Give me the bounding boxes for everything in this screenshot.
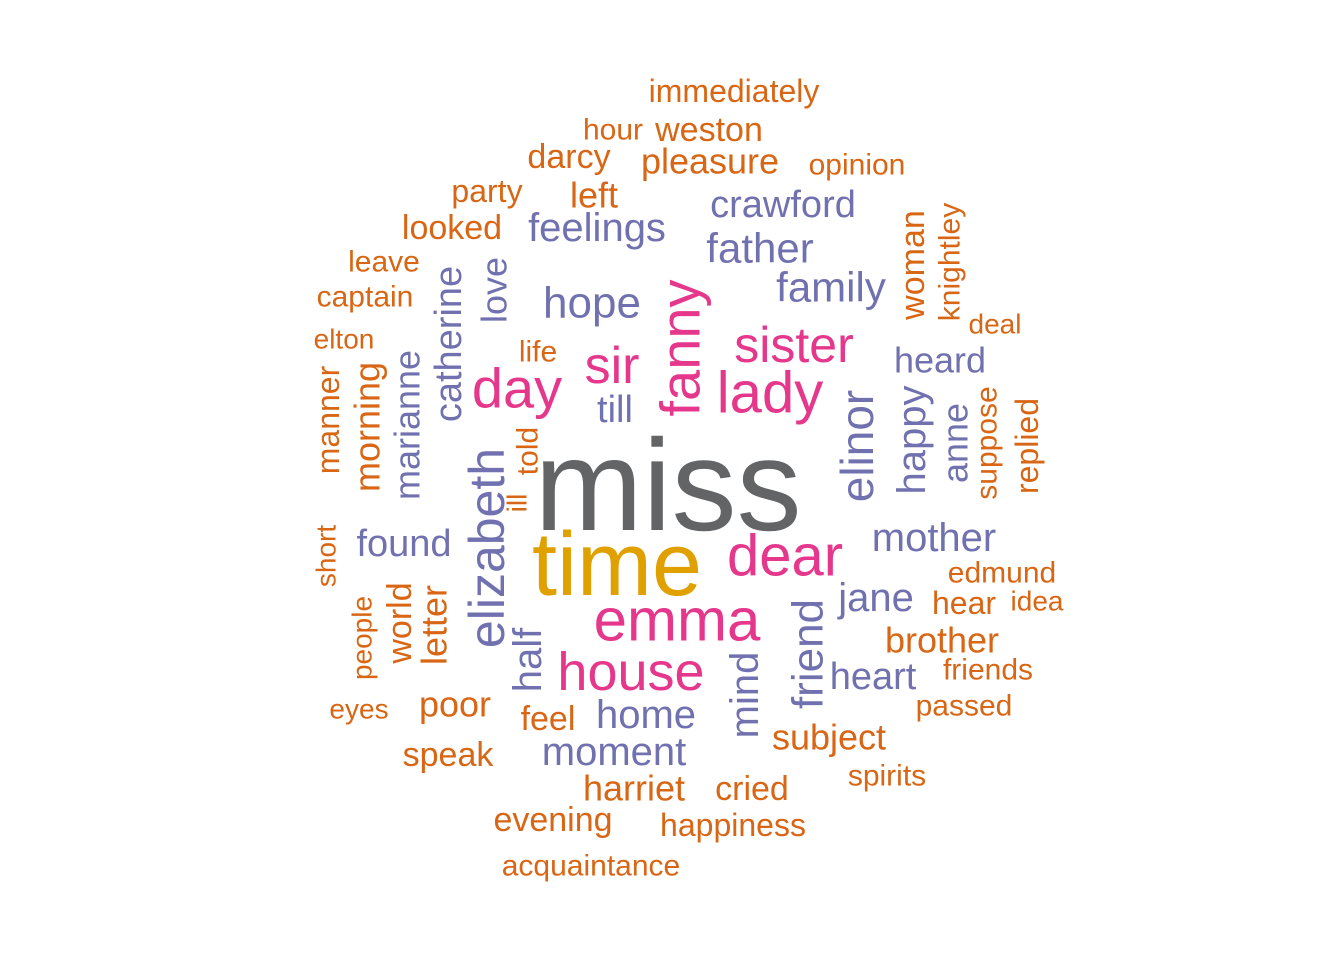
word-fanny: fanny: [649, 280, 712, 417]
word-passed: passed: [916, 690, 1013, 723]
word-love: love: [474, 257, 515, 323]
word-ill: ill: [502, 494, 533, 513]
word-marianne: marianne: [387, 350, 428, 500]
word-spirits: spirits: [848, 760, 926, 793]
word-world: world: [381, 582, 419, 664]
word-manner: manner: [310, 365, 346, 474]
word-father: father: [706, 225, 813, 272]
word-mother: mother: [872, 516, 997, 560]
word-party: party: [451, 173, 522, 209]
word-brother: brother: [885, 620, 999, 661]
word-friends: friends: [943, 654, 1033, 687]
word-subject: subject: [772, 717, 886, 758]
word-family: family: [776, 264, 886, 311]
word-till: till: [597, 389, 633, 431]
word-idea: idea: [1011, 586, 1064, 617]
word-friend: friend: [784, 599, 833, 709]
word-deal: deal: [969, 309, 1022, 340]
word-feel: feel: [521, 700, 576, 738]
word-told: told: [512, 427, 545, 475]
word-eyes: eyes: [329, 694, 388, 725]
word-found: found: [356, 523, 451, 565]
word-weston: weston: [654, 111, 763, 149]
word-dear: dear: [727, 524, 843, 589]
word-miss: miss: [534, 412, 801, 558]
word-happiness: happiness: [660, 807, 806, 843]
word-elton: elton: [314, 324, 375, 355]
word-letter: letter: [414, 585, 455, 665]
word-hear: hear: [932, 585, 996, 621]
word-evening: evening: [493, 801, 612, 839]
word-opinion: opinion: [809, 149, 906, 182]
word-captain: captain: [317, 281, 414, 314]
word-catherine: catherine: [428, 266, 470, 422]
word-pleasure: pleasure: [641, 141, 779, 182]
word-cried: cried: [715, 770, 789, 808]
word-sister: sister: [734, 317, 853, 373]
word-day: day: [472, 357, 562, 420]
word-crawford: crawford: [710, 184, 856, 226]
word-house: house: [557, 642, 704, 702]
word-happy: happy: [890, 386, 934, 495]
word-lady: lady: [717, 361, 823, 426]
word-elinor: elinor: [831, 390, 883, 503]
word-moment: moment: [542, 730, 687, 774]
word-looked: looked: [402, 209, 502, 247]
word-mind: mind: [723, 652, 767, 739]
word-hope: hope: [543, 279, 641, 328]
word-immediately: immediately: [649, 73, 820, 109]
word-darcy: darcy: [527, 138, 610, 176]
word-short: short: [311, 525, 342, 587]
word-edmund: edmund: [948, 557, 1056, 590]
word-anne: anne: [935, 403, 976, 483]
word-morning: morning: [347, 362, 388, 492]
word-harriet: harriet: [583, 768, 685, 809]
word-time: time: [532, 515, 702, 615]
word-suppose: suppose: [971, 386, 1004, 499]
word-elizabeth: elizabeth: [459, 448, 515, 648]
word-leave: leave: [348, 246, 420, 279]
word-acquaintance: acquaintance: [502, 850, 680, 883]
word-jane: jane: [837, 576, 914, 620]
word-half: half: [506, 627, 550, 692]
word-emma: emma: [594, 587, 761, 654]
word-home: home: [596, 693, 696, 737]
word-knightley: knightley: [934, 203, 967, 321]
word-speak: speak: [403, 736, 495, 774]
word-life: life: [519, 336, 557, 369]
word-sir: sir: [585, 337, 640, 395]
word-poor: poor: [419, 684, 491, 725]
word-heart: heart: [830, 656, 917, 698]
word-left: left: [570, 175, 618, 216]
word-woman: woman: [894, 210, 932, 321]
word-people: people: [347, 596, 378, 680]
word-hour: hour: [583, 114, 643, 147]
word-replied: replied: [1009, 398, 1045, 494]
word-feelings: feelings: [528, 206, 666, 250]
word-heard: heard: [894, 340, 986, 381]
